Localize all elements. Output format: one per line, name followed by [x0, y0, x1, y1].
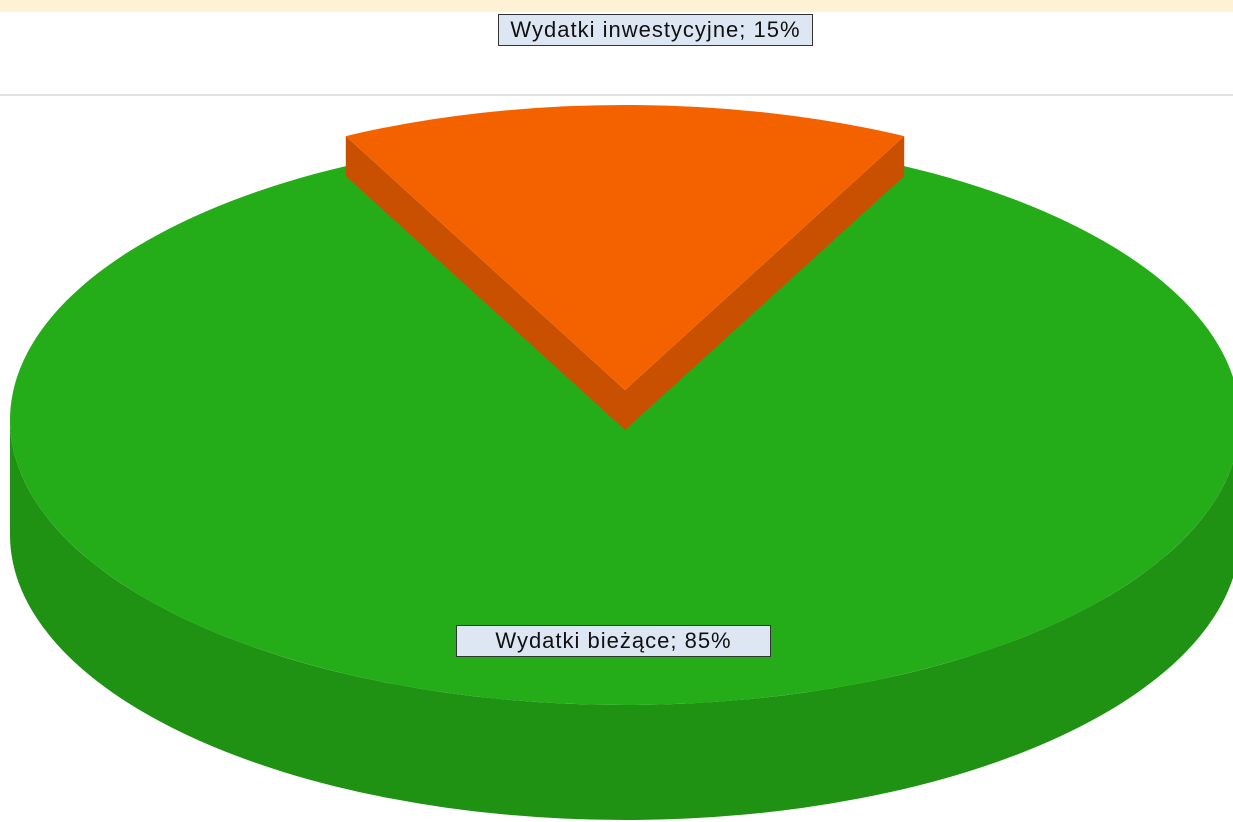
slice-wall	[625, 136, 905, 430]
data-label: Wydatki inwestycyjne; 15%	[498, 14, 813, 46]
top-band	[0, 0, 1233, 12]
slice-wall	[345, 136, 625, 430]
slice-side	[10, 420, 1233, 820]
slice	[10, 166, 1233, 705]
separator	[0, 94, 1233, 96]
data-label: Wydatki bieżące; 85%	[456, 625, 771, 657]
slice	[345, 105, 905, 391]
